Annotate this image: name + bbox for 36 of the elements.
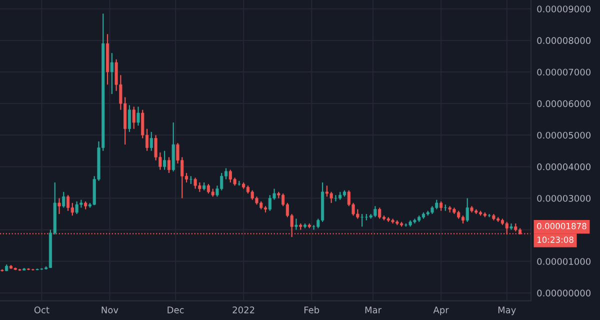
x-tick-label: Nov bbox=[102, 306, 118, 314]
x-tick-label: Oct bbox=[34, 306, 50, 314]
y-tick-label: 0.00009000 bbox=[537, 6, 591, 12]
candlestick bbox=[440, 200, 443, 212]
candlestick bbox=[294, 218, 298, 230]
candlestick bbox=[163, 150, 166, 170]
y-tick-label: 0.00003000 bbox=[537, 194, 591, 202]
candlestick bbox=[466, 198, 469, 222]
candlestick bbox=[167, 156, 170, 174]
y-tick-label: 0.00007000 bbox=[537, 68, 591, 76]
text: 10:23:08 bbox=[537, 236, 574, 243]
y-tick-label: 0.00006000 bbox=[537, 100, 591, 108]
x-tick-label: Dec bbox=[168, 306, 184, 314]
candlestick bbox=[110, 52, 114, 95]
candlestick bbox=[510, 222, 513, 230]
x-tick-label: 2022 bbox=[232, 306, 254, 314]
candlestick bbox=[62, 191, 66, 208]
candlestick bbox=[505, 221, 508, 236]
y-tick-label: 0.00001000 bbox=[537, 258, 591, 265]
y-tick-label: 0.00004000 bbox=[537, 163, 591, 170]
x-tick-label: Apr bbox=[433, 306, 449, 316]
ref-line-label: 0.00001878 bbox=[537, 222, 586, 230]
candlestick bbox=[136, 106, 140, 126]
x-tick-label: May bbox=[498, 306, 516, 316]
y-tick-label: 0.00005000 bbox=[537, 132, 591, 139]
y-tick-label: 0.00008000 bbox=[537, 37, 591, 44]
candlestick bbox=[150, 131, 153, 152]
x-tick-label: Mar bbox=[365, 306, 382, 314]
y-tick-label: 0.00000000 bbox=[537, 290, 591, 296]
candlestick bbox=[66, 194, 70, 212]
candlestick bbox=[58, 198, 61, 215]
candlestick bbox=[378, 207, 382, 220]
candlestick bbox=[330, 191, 333, 204]
candlestick bbox=[128, 104, 131, 132]
candlestick bbox=[132, 106, 136, 130]
x-tick-label: Feb bbox=[304, 306, 320, 314]
